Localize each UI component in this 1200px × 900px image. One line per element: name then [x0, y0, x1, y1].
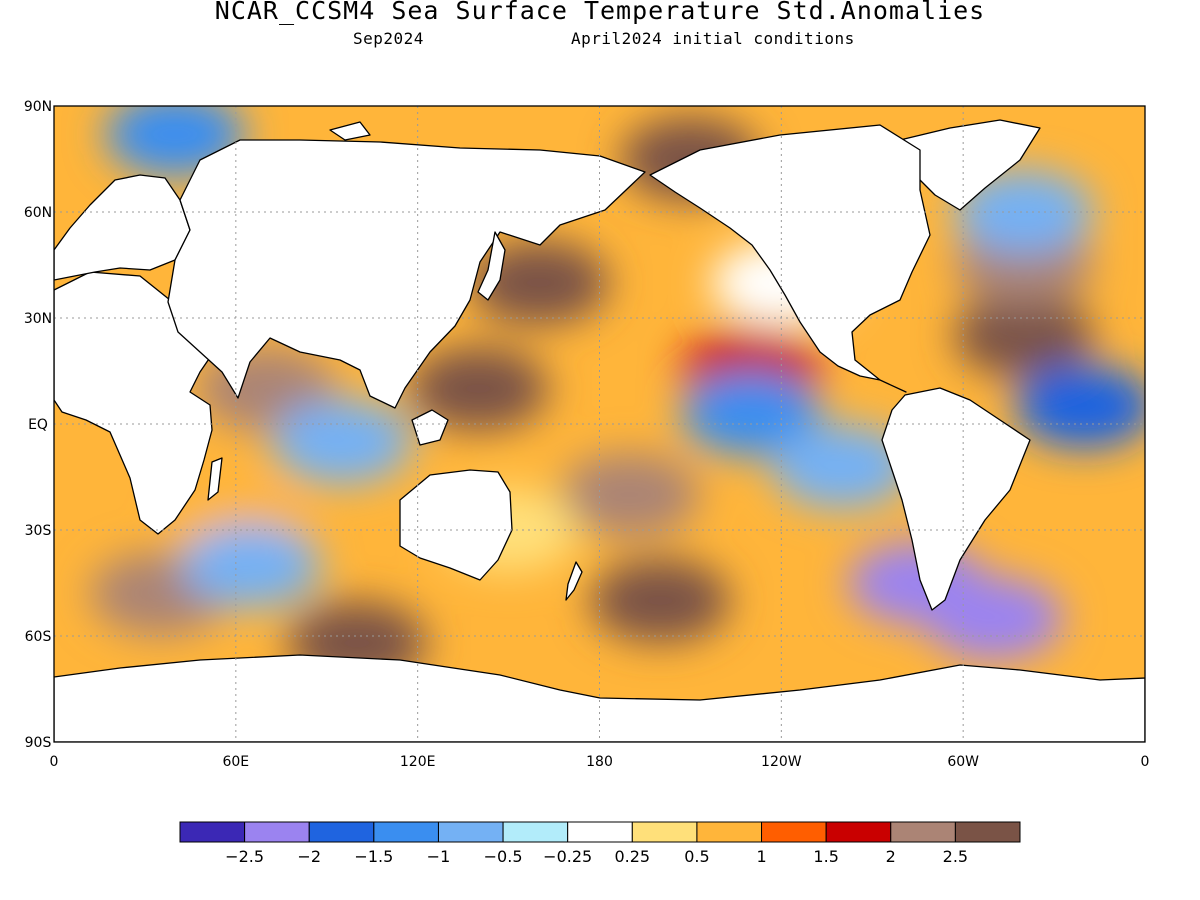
latitude-labels: 90N 60N 30N EQ 30S 60S 90S	[24, 99, 52, 751]
colorbar-swatch	[244, 821, 310, 843]
colorbar-tick-label: −2.5	[225, 847, 264, 866]
gridlines	[54, 106, 1145, 742]
colorbar-swatch	[308, 821, 375, 843]
lat-label: 60N	[24, 205, 52, 221]
colorbar-swatch	[825, 821, 892, 843]
colorbar-tick-label: −2	[297, 847, 321, 866]
anomaly-patch-3	[408, 346, 549, 431]
colorbar-tick-label: 0.25	[614, 847, 650, 866]
colorbar-tick-label: −0.5	[484, 847, 523, 866]
landmass-madagascar	[207, 457, 223, 501]
chart-title: NCAR_CCSM4 Sea Surface Temperature Std.A…	[214, 0, 986, 25]
landmass-maritime-continent	[411, 409, 449, 446]
colorbar-swatch	[567, 821, 633, 843]
colorbar-swatch	[761, 821, 827, 843]
land-masses	[54, 119, 1145, 742]
lon-label: 120W	[761, 754, 802, 770]
colorbar-tick-label: 2.5	[943, 847, 968, 866]
lon-label: 0	[50, 754, 59, 770]
landmass-greenland	[899, 119, 1041, 211]
lat-label: EQ	[28, 417, 48, 433]
anomaly-patch-13	[771, 424, 912, 509]
lon-label: 180	[586, 754, 613, 770]
landmass-new-zealand	[565, 561, 583, 601]
colorbar-tick-label: 1	[756, 847, 766, 866]
colorbar-tick-label: −1	[427, 847, 451, 866]
colorbar-swatch	[179, 821, 246, 843]
colorbar-tick-label: 2	[886, 847, 896, 866]
lat-label: 90N	[24, 99, 52, 115]
landmass-asia	[167, 139, 646, 409]
colorbar-tick-label: −0.25	[543, 847, 592, 866]
anomaly-patch-15	[923, 576, 1064, 661]
colorbar-swatch	[631, 821, 698, 843]
colorbar-swatch	[890, 821, 956, 843]
anomaly-patch-20	[953, 170, 1094, 254]
landmass-japan	[477, 231, 506, 301]
anomaly-patch-2	[953, 293, 1094, 378]
lon-label: 60E	[222, 754, 249, 770]
anomaly-patch-17	[271, 399, 412, 484]
initial-conditions: April2024 initial conditions	[571, 29, 855, 48]
landmass-north-america	[649, 124, 931, 393]
colorbar: −2.5 −2 −1.5 −1 −0.5 −0.25 0.25 0.5 1 1.5 2 2.5	[179, 821, 1021, 866]
lat-label: 60S	[25, 629, 52, 645]
anomaly-patch-16	[1014, 364, 1145, 449]
landmass-australia	[399, 469, 513, 581]
lat-label: 90S	[25, 735, 52, 751]
valid-month: Sep2024	[353, 29, 424, 48]
longitude-labels: 0 60E 120E 180 120W 60W 0	[50, 754, 1150, 770]
lon-label: 60W	[947, 754, 979, 770]
colorbar-swatch	[437, 821, 504, 843]
colorbar-swatch	[502, 821, 569, 843]
lon-label: 0	[1141, 754, 1150, 770]
landmass-antarctica	[54, 654, 1145, 742]
lon-label: 120E	[400, 754, 436, 770]
colorbar-swatch	[696, 821, 763, 843]
colorbar-tick-label: 1.5	[813, 847, 838, 866]
colorbar-swatch	[954, 821, 1021, 843]
colorbar-tick-label: 0.5	[684, 847, 709, 866]
lat-label: 30N	[24, 311, 52, 327]
anomaly-patch-6	[590, 558, 731, 643]
map-frame	[53, 105, 1146, 743]
colorbar-tick-label: −1.5	[354, 847, 393, 866]
anomaly-patch-12	[681, 371, 822, 456]
landmass-south-america	[881, 387, 1031, 611]
landmass-arctic-islands	[329, 121, 371, 141]
anomaly-patch-18	[180, 523, 321, 608]
anomaly-patch-0	[468, 240, 609, 325]
colorbar-swatch	[373, 821, 439, 843]
anomaly-patch-4	[559, 452, 700, 537]
lat-label: 30S	[25, 523, 52, 539]
